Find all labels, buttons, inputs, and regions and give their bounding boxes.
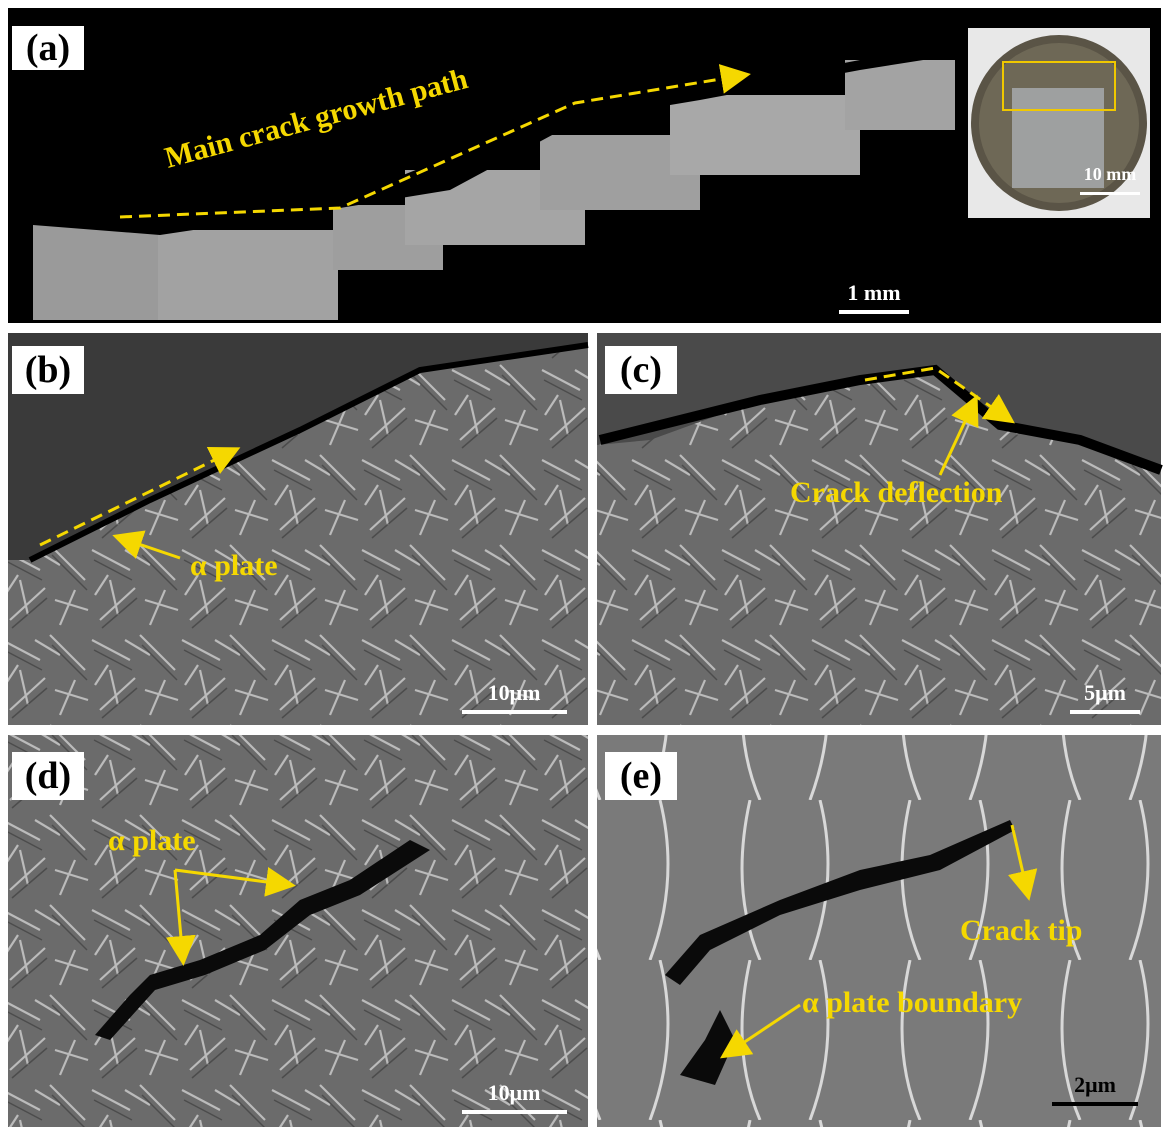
panel-label: (d) [25, 755, 71, 797]
scale-bar-label: 10μm [488, 1080, 541, 1105]
annotation: α plate [108, 824, 196, 857]
scale-bar-label: 1 mm [847, 280, 900, 305]
panel-d: α plate 10μm (d) [8, 735, 588, 1127]
figure: Main crack growth path 1 mm 10 mm (a) α … [0, 0, 1169, 1127]
scale-bar-label: 2μm [1074, 1072, 1116, 1097]
panel-b: α plate 10μm (b) [8, 333, 588, 725]
inset: 10 mm [968, 28, 1150, 218]
scale-bar-label: 5μm [1084, 680, 1126, 705]
panel-e: Crack tip α plate boundary 2μm (e) [597, 735, 1161, 1127]
annotation: α plate boundary [802, 986, 1022, 1019]
annotation: Crack tip [960, 914, 1083, 947]
panel-a: Main crack growth path 1 mm 10 mm (a) [8, 8, 1161, 323]
panel-label: (e) [620, 755, 662, 797]
annotation: α plate [190, 549, 278, 582]
panel-label: (b) [25, 349, 71, 391]
panel-label: (c) [620, 349, 662, 391]
scale-bar-label: 10μm [488, 680, 541, 705]
inset-scale-label: 10 mm [1084, 164, 1137, 184]
panel-c: Crack deflection 5μm (c) [597, 333, 1161, 725]
annotation: Crack deflection [790, 476, 1003, 509]
panel-label: (a) [26, 27, 70, 69]
